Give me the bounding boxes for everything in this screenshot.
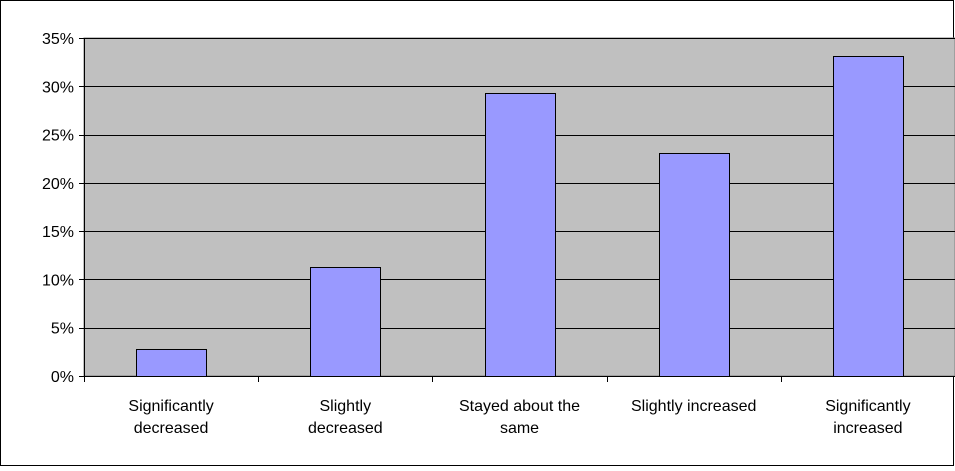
x-category-label-line: Stayed about the bbox=[459, 398, 580, 415]
y-tick-label: 30% bbox=[42, 79, 74, 96]
y-tick-label: 10% bbox=[42, 272, 74, 289]
x-category-label: Significantly increased bbox=[825, 398, 910, 437]
bar bbox=[833, 56, 904, 377]
y-tick-label: 15% bbox=[42, 224, 74, 241]
x-category-label: Slightly increased bbox=[631, 398, 756, 415]
y-tick-label: 20% bbox=[42, 176, 74, 193]
x-category-label-line: decreased bbox=[308, 420, 383, 437]
y-tick-label: 5% bbox=[51, 321, 74, 338]
y-tick-label: 0% bbox=[51, 369, 74, 386]
x-category-label-line: Slightly increased bbox=[631, 398, 756, 415]
x-category-label: Stayed about the same bbox=[459, 398, 580, 437]
bar bbox=[310, 267, 381, 377]
x-category-label-line: Significantly bbox=[825, 398, 910, 415]
bar bbox=[136, 349, 207, 377]
bar bbox=[485, 93, 556, 377]
x-category-label-line: Slightly bbox=[320, 398, 372, 415]
x-category-label-line: Significantly bbox=[128, 398, 213, 415]
x-category-label: Slightly decreased bbox=[308, 398, 383, 437]
x-category-label-line: decreased bbox=[134, 420, 209, 437]
x-category-label: Significantly decreased bbox=[128, 398, 213, 437]
y-axis-tick-labels: 0% 5% 10% 15% 20% 25% 30% 35% bbox=[42, 31, 74, 386]
y-tick-label: 25% bbox=[42, 128, 74, 145]
x-category-label-line: increased bbox=[833, 420, 902, 437]
axes bbox=[79, 38, 955, 382]
x-category-label-line: same bbox=[500, 420, 539, 437]
bars bbox=[136, 56, 904, 377]
y-tick-label: 35% bbox=[42, 31, 74, 48]
bar bbox=[659, 153, 730, 377]
